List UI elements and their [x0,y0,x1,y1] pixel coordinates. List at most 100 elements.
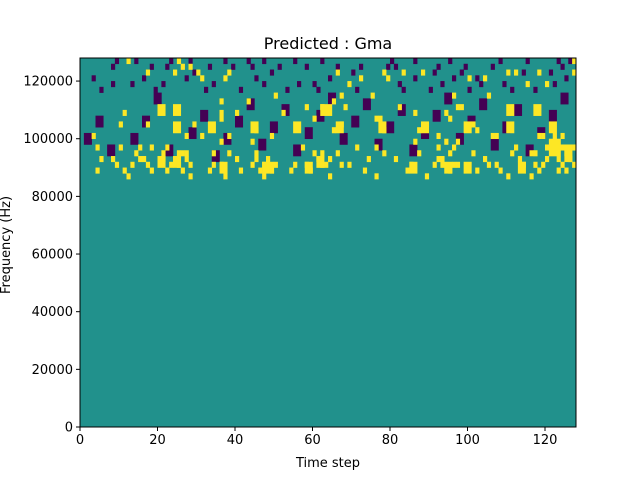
heatmap-cell-high [444,109,449,116]
heatmap-cell-high [413,138,418,145]
heatmap-cell-low [99,86,104,93]
heatmap-cell-low [355,86,360,93]
heatmap-cell-high [452,144,457,151]
heatmap-cell-high [219,109,224,122]
heatmap-cell-high [320,161,325,168]
heatmap-cell-high [494,132,499,140]
heatmap-cell-high [467,75,472,82]
heatmap-cell-high [180,150,185,157]
y-tick-label: 20000 [32,363,73,378]
heatmap-cell-high [463,161,472,174]
heatmap-cell-high [207,121,216,134]
heatmap-cell-high [556,156,561,163]
heatmap-cell-low [297,81,302,88]
heatmap-cell-high [440,161,445,168]
heatmap-cell-high [134,150,139,157]
heatmap-cell-high [238,167,244,174]
heatmap-cell-low [475,75,480,82]
heatmap-cell-high [448,115,453,122]
chart-title: Predicted : Gma [264,34,392,53]
plot-area [79,57,577,428]
heatmap-cell-low [432,69,437,76]
heatmap-cell-low [463,63,468,70]
heatmap-cell-high [560,144,565,151]
heatmap-cell-high [436,144,441,151]
x-tick-label: 80 [382,433,399,448]
heatmap-cell-high [145,161,151,168]
heatmap-cell-high [219,161,224,168]
heatmap-cell-high [545,144,550,151]
heatmap-cell-high [370,92,375,99]
heatmap-cell-high [266,156,271,163]
heatmap-cell-high [254,150,259,157]
heatmap-cell-low [479,98,488,111]
heatmap-cell-high [219,138,224,145]
heatmap-cell-low [285,86,290,93]
heatmap-cell-high [149,144,154,151]
heatmap-cell-high [138,156,143,163]
heatmap-cell-low [413,58,418,65]
heatmap-cell-high [262,161,275,174]
heatmap-cell-high [529,150,534,157]
heatmap-cell-low [91,75,96,82]
heatmap-cell-low [362,98,371,111]
heatmap-cell-high [572,58,577,65]
heatmap-cell-low [560,63,565,70]
heatmap-cell-high [273,161,278,168]
heatmap-cell-high [525,81,530,88]
heatmap-cell-high [533,161,538,168]
x-tick-label: 0 [76,433,84,448]
heatmap-cell-low [192,69,197,76]
heatmap-cell-high [184,132,189,140]
heatmap-cell-low [211,81,216,88]
heatmap-cell-high [145,121,151,128]
heatmap-cell-low [432,109,441,122]
heatmap-cell-low [207,63,213,70]
heatmap-cell-high [293,161,298,168]
heatmap-cell-high [506,104,515,116]
heatmap-cell-low [184,75,189,82]
heatmap-cell-high [545,156,550,163]
heatmap-cell-low [246,58,251,65]
heatmap-cell-high [545,81,550,88]
heatmap-cell-low [320,58,325,65]
heatmap-cell-high [537,167,542,174]
heatmap-cell-high [114,161,120,168]
heatmap-cell-low [293,58,298,65]
heatmap-cell-low [188,127,197,140]
heatmap-cell-low [304,63,309,70]
heatmap-cell-high [514,144,519,151]
heatmap-cell-low [262,58,267,65]
heatmap-cell-low [548,109,557,122]
x-tick-label: 60 [304,433,321,448]
heatmap-cell-high [483,156,488,163]
heatmap-cell-high [564,150,569,157]
heatmap-cell-low [149,63,154,70]
heatmap-cell-low [490,138,499,151]
heatmap-cell-low [556,58,561,65]
heatmap-cell-high [483,75,488,82]
heatmap-cell-high [347,161,352,168]
heatmap-cell-high [246,98,251,105]
heatmap-cell-high [490,132,495,140]
heatmap-cell-high [448,150,453,157]
heatmap-cell-high [417,127,422,134]
heatmap-cell-high [548,121,557,134]
heatmap-cell-high [335,69,340,76]
x-tick-label: 100 [455,433,480,448]
heatmap-cell-high [207,167,213,174]
heatmap-cell-high [498,167,503,174]
heatmap-cell-high [339,92,344,99]
heatmap-cell-high [397,104,402,111]
x-tick-label: 20 [149,433,166,448]
y-axis-label: Frequency (Hz) [0,196,14,294]
heatmap-cell-high [304,161,309,168]
heatmap-cell-high [142,156,147,163]
heatmap-cell-high [331,98,337,105]
heatmap-cell-high [254,156,259,163]
heatmap-cell-high [328,156,333,163]
heatmap-cell-high [176,58,182,65]
y-tick-label: 0 [65,421,73,436]
heatmap-cell-high [118,121,123,128]
heatmap-cell-high [320,104,325,111]
